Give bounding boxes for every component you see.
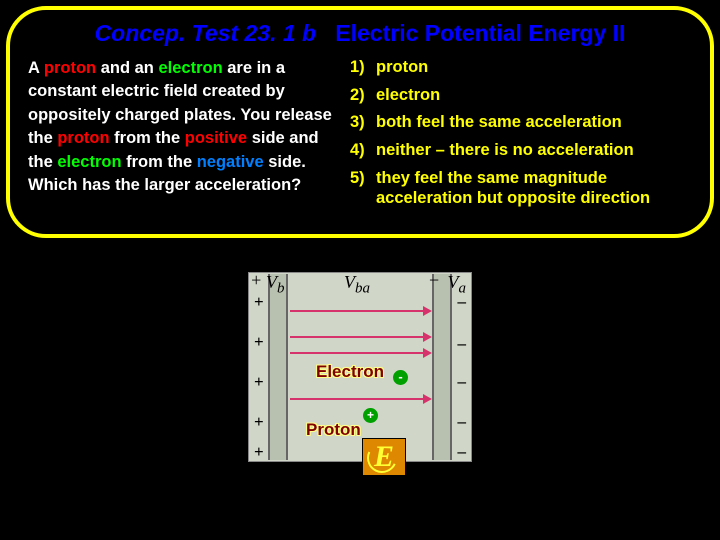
question-span: from the — [110, 129, 185, 147]
plus-sign: + — [254, 292, 264, 312]
question-span: negative — [197, 153, 264, 171]
v-right-minus: − — [428, 270, 440, 291]
option-item: 5)they feel the same magnitude accelerat… — [350, 168, 692, 209]
question-span: proton — [57, 129, 109, 147]
logo-letter: E — [374, 440, 394, 474]
v-left: Vb — [266, 272, 285, 298]
minus-sign: – — [458, 442, 467, 462]
option-text: electron — [376, 85, 692, 106]
option-item: 4)neither – there is no acceleration — [350, 140, 692, 161]
option-text: proton — [376, 57, 692, 78]
field-arrow-icon — [290, 352, 430, 354]
minus-sign: – — [458, 334, 467, 354]
proton-icon: + — [363, 408, 378, 423]
question-text: A proton and an electron are in a consta… — [28, 57, 340, 209]
question-span: and an — [96, 59, 158, 77]
option-item: 3)both feel the same acceleration — [350, 112, 692, 133]
plus-sign: + — [254, 442, 264, 462]
plate-negative — [432, 274, 452, 460]
title-main: Electric Potential Energy II — [335, 20, 625, 46]
option-number: 3) — [350, 112, 376, 133]
field-arrow-icon — [290, 310, 430, 312]
content-row: A proton and an electron are in a consta… — [28, 57, 692, 209]
option-item: 1)proton — [350, 57, 692, 78]
title-prefix: Concep. Test 23. 1 b — [95, 20, 317, 46]
option-text: both feel the same acceleration — [376, 112, 692, 133]
option-number: 1) — [350, 57, 376, 78]
title: Concep. Test 23. 1 b Electric Potential … — [28, 20, 692, 47]
option-text: neither – there is no acceleration — [376, 140, 692, 161]
v-left-plus: + — [250, 270, 262, 291]
field-arrow-icon — [290, 336, 430, 338]
option-text: they feel the same magnitude acceleratio… — [376, 168, 692, 209]
question-span: A — [28, 59, 44, 77]
question-span: positive — [185, 129, 247, 147]
electron-icon: - — [393, 370, 408, 385]
minus-sign: – — [458, 412, 467, 432]
option-number: 4) — [350, 140, 376, 161]
v-mid: Vba — [344, 272, 370, 298]
electron-label: Electron — [316, 362, 384, 382]
plus-sign: + — [254, 332, 264, 352]
question-span: electron — [57, 153, 121, 171]
plus-sign: + — [254, 372, 264, 392]
proton-label: Proton — [306, 420, 361, 440]
option-number: 2) — [350, 85, 376, 106]
question-span: from the — [122, 153, 197, 171]
option-number: 5) — [350, 168, 376, 209]
minus-sign: – — [458, 372, 467, 392]
plate-positive — [268, 274, 288, 460]
concept-card: Concep. Test 23. 1 b Electric Potential … — [6, 6, 714, 238]
option-item: 2)electron — [350, 85, 692, 106]
question-span: electron — [158, 59, 222, 77]
options-list: 1)proton2)electron3)both feel the same a… — [350, 57, 692, 209]
plus-sign: + — [254, 412, 264, 432]
logo-icon: E — [362, 438, 406, 476]
field-diagram: +++++––––– + Vb Vba − Va Electron - + Pr… — [248, 272, 472, 520]
question-span: proton — [44, 59, 96, 77]
v-right: Va — [448, 272, 467, 298]
field-arrow-icon — [290, 398, 430, 400]
